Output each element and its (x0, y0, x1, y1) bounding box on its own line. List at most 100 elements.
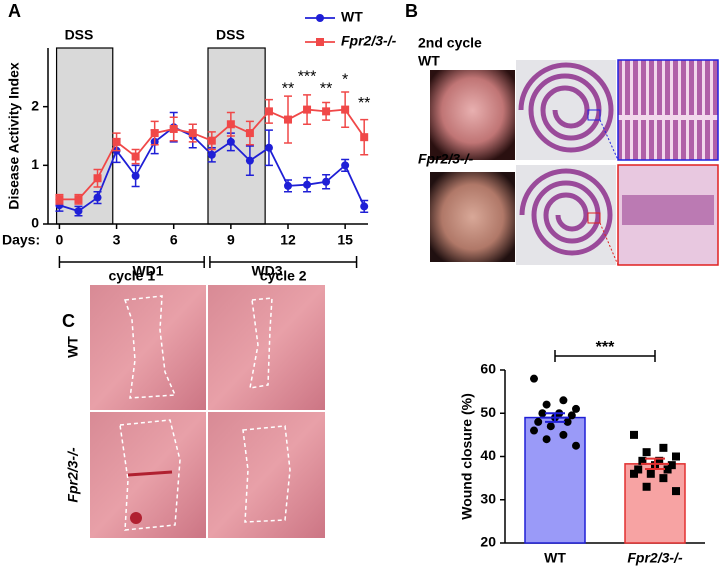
panel-b-images (430, 59, 719, 266)
marker (360, 133, 369, 142)
y-axis-label: Disease Activity Index (6, 62, 22, 210)
x-tick-label: 9 (227, 232, 235, 248)
y-tick-label: 0 (31, 215, 39, 231)
wound-image (208, 412, 325, 538)
marker (188, 129, 197, 138)
panel-label: B (405, 1, 418, 21)
y-tick-label: 1 (31, 156, 39, 172)
data-point (634, 465, 643, 474)
significance: ** (320, 80, 332, 97)
data-point (630, 430, 638, 439)
y-axis-label: Wound closure (%) (459, 393, 475, 520)
marker (245, 156, 254, 165)
data-point (559, 430, 568, 439)
data-point (642, 482, 651, 491)
legend-label: WT (341, 9, 363, 25)
marker (303, 105, 312, 114)
wound-outline (242, 425, 291, 523)
marker (245, 129, 254, 138)
marker (226, 120, 235, 129)
marker (284, 115, 292, 124)
y-tick-label: 2 (31, 97, 39, 113)
cycle-label: cycle 1 (108, 268, 155, 284)
data-point (530, 374, 538, 383)
marker (207, 150, 216, 159)
wound-outline (249, 297, 273, 389)
y-tick-label: 30 (480, 490, 496, 506)
data-point (646, 469, 655, 478)
marker (131, 171, 140, 180)
column-label: WD3 (251, 263, 282, 279)
row-label: Fpr2/3-/- (418, 151, 474, 167)
x-tick-label: 15 (337, 232, 353, 248)
data-point (563, 417, 572, 426)
legend-label: Fpr2/3-/- (341, 33, 397, 49)
legend-marker (316, 38, 324, 46)
marker (93, 174, 102, 183)
row-label: Fpr2/3-/- (65, 447, 81, 503)
data-point (559, 396, 568, 405)
data-point (542, 400, 551, 409)
marker (93, 193, 102, 202)
x-tick-label: 0 (56, 232, 64, 248)
marker (303, 180, 312, 189)
endoscopy-image (430, 70, 515, 160)
marker (74, 207, 83, 216)
marker (112, 137, 121, 146)
dss-region (55, 47, 114, 225)
data-point (572, 441, 580, 450)
data-point (642, 448, 651, 457)
y-tick-label: 40 (480, 447, 496, 463)
data-point (538, 409, 547, 418)
wound-detail (130, 512, 142, 524)
dss-label: DSS (216, 27, 245, 43)
zoom-box (587, 109, 601, 121)
legend-marker (316, 14, 324, 22)
data-point (667, 461, 676, 470)
significance: ** (282, 80, 294, 97)
histology-image (516, 165, 616, 265)
marker (74, 195, 83, 204)
data-point (542, 435, 551, 444)
zoom-box (587, 212, 601, 224)
wound-image (90, 285, 206, 410)
tissue (622, 195, 714, 225)
wound-outline (123, 295, 177, 399)
y-tick-label: 60 (480, 361, 496, 377)
marker (226, 137, 235, 146)
marker (150, 129, 159, 138)
data-point (546, 422, 555, 431)
wound-detail (127, 470, 173, 477)
significance: ** (358, 95, 370, 112)
endoscopy-image (430, 172, 515, 262)
marker (341, 161, 350, 170)
marker (322, 107, 331, 116)
x-tick-label: Fpr2/3-/- (627, 550, 683, 566)
x-tick-label: WT (544, 550, 566, 566)
dss-label: DSS (65, 27, 94, 43)
column-label: WD1 (132, 263, 163, 279)
data-point (672, 452, 680, 461)
y-tick-label: 50 (480, 404, 496, 420)
data-point (663, 465, 672, 474)
significance: *** (298, 69, 317, 86)
marker (55, 195, 64, 204)
y-tick-label: 20 (480, 534, 496, 550)
cycle-bracket (209, 256, 358, 268)
wound-outline (119, 419, 181, 531)
zoom-line (599, 119, 619, 161)
wound-image (208, 285, 325, 410)
significance: *** (596, 339, 615, 356)
cycle-bracket (58, 256, 205, 268)
data-point (659, 474, 668, 483)
significance: * (342, 71, 348, 88)
data-point (630, 469, 638, 478)
significance-bracket (554, 350, 656, 362)
marker (284, 181, 292, 190)
marker (322, 177, 331, 186)
marker (207, 136, 216, 145)
marker (169, 124, 178, 133)
data-point (534, 417, 543, 426)
cycle-label: cycle 2 (260, 268, 307, 284)
